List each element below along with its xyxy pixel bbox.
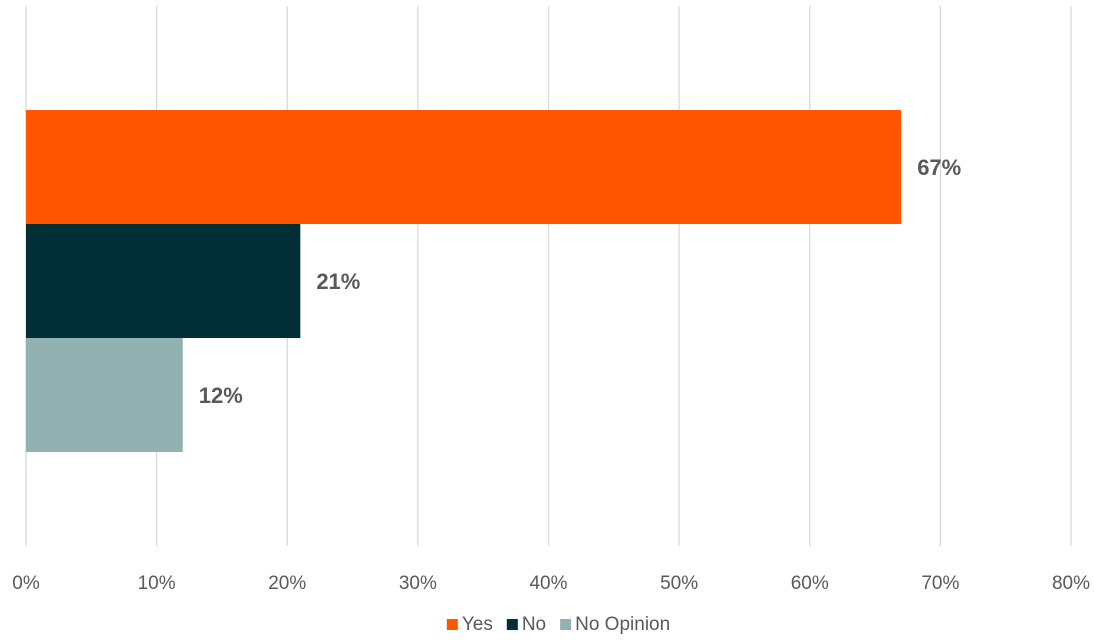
legend-label: No: [522, 614, 546, 635]
data-label: 12%: [199, 383, 243, 408]
x-tick-label: 40%: [529, 573, 567, 594]
x-tick-label: 80%: [1052, 573, 1090, 594]
bar-yes: [26, 110, 902, 224]
x-tick-label: 30%: [399, 573, 437, 594]
x-tick-label: 60%: [791, 573, 829, 594]
x-axis-tick-labels: 0% 10% 20% 30% 40% 50% 60% 70% 80%: [12, 573, 1090, 594]
legend-swatch: [506, 619, 518, 630]
legend-swatch: [560, 619, 572, 630]
legend-label: Yes: [462, 614, 493, 635]
legend-label: No Opinion: [575, 614, 670, 635]
x-tick-label: 50%: [660, 573, 698, 594]
legend-item-no: No: [506, 614, 546, 635]
legend: Yes No No Opinion: [446, 614, 670, 635]
legend-swatch: [446, 619, 458, 630]
legend-item-no-opinion: No Opinion: [560, 614, 670, 635]
data-labels: 67% 21% 12%: [199, 155, 961, 408]
data-label: 21%: [316, 269, 360, 294]
gridlines: [25, 6, 1072, 546]
bar-no-opinion: [26, 338, 183, 452]
bar-no: [26, 224, 301, 338]
x-tick-label: 20%: [268, 573, 306, 594]
x-tick-label: 10%: [138, 573, 176, 594]
legend-item-yes: Yes: [446, 614, 493, 635]
bars: [26, 110, 902, 452]
data-label: 67%: [917, 155, 961, 180]
x-tick-label: 70%: [921, 573, 959, 594]
x-tick-label: 0%: [12, 573, 40, 594]
